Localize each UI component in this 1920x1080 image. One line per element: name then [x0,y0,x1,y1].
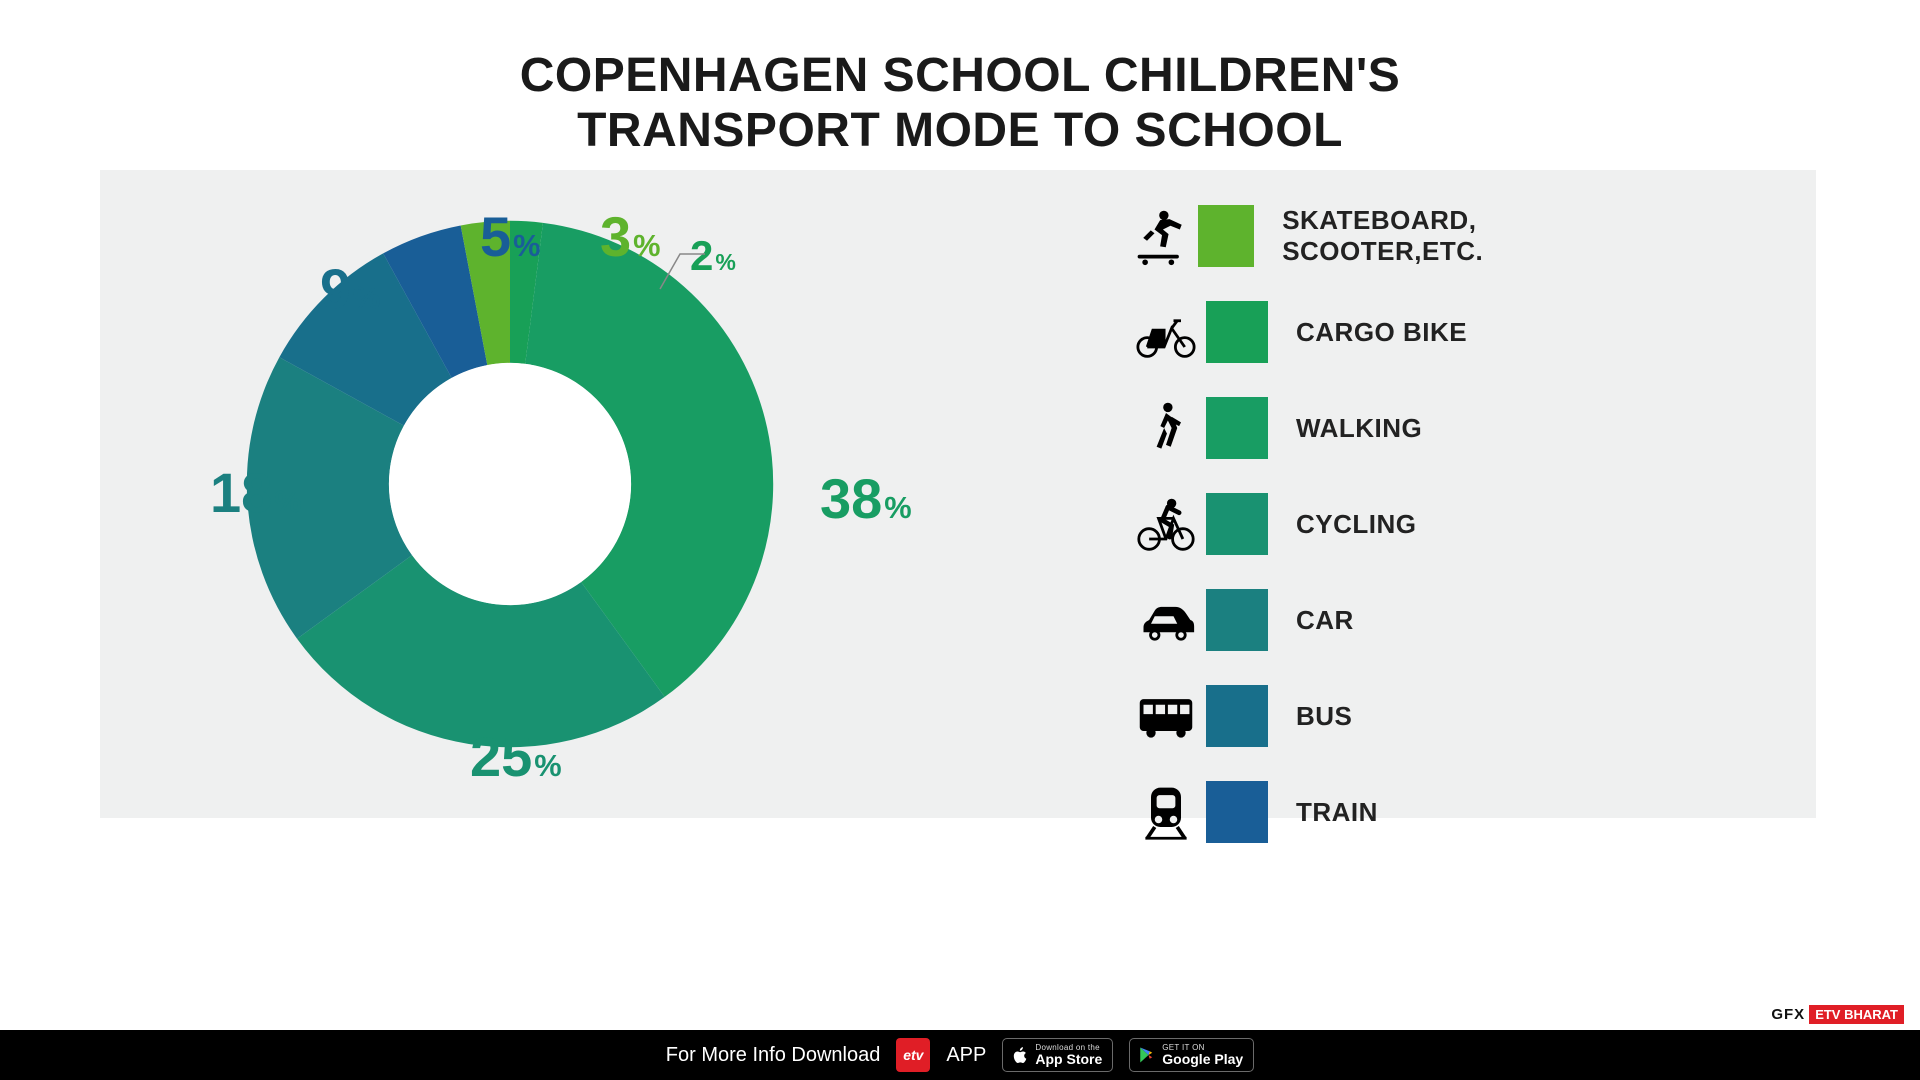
legend-row-cycling: CYCLING [1126,476,1646,572]
legend-swatch [1206,493,1268,555]
legend-row-cargo_bike: CARGO BIKE [1126,284,1646,380]
pct-num: 5 [480,204,511,269]
cycling-icon [1126,494,1206,554]
play-icon [1138,1046,1156,1064]
pct-label-walking: 38% [820,466,912,531]
pct-num: 38 [820,466,882,531]
appstore-badge[interactable]: Download on the App Store [1002,1038,1113,1072]
legend: SKATEBOARD, SCOOTER,ETC. CARGO BIKE WALKIN… [1126,188,1646,860]
gfx-label: GFX [1771,1006,1805,1023]
play-text: GET IT ON Google Play [1162,1044,1243,1066]
legend-label: WALKING [1296,413,1422,444]
pct-label-cycling: 25% [470,724,562,789]
appstore-bot: App Store [1035,1052,1102,1066]
pct-label-bus: 9% [320,256,381,321]
legend-row-skateboard: SKATEBOARD, SCOOTER,ETC. [1126,188,1646,284]
etv-app-icon: etv [896,1038,930,1072]
pct-sign: % [884,490,911,526]
car-icon [1126,590,1206,650]
appstore-text: Download on the App Store [1035,1044,1102,1066]
pct-sign: % [715,249,736,276]
page-title: COPENHAGEN SCHOOL CHILDREN'S TRANSPORT M… [0,48,1920,158]
pct-num: 18 [210,460,272,525]
pct-sign: % [274,484,301,520]
legend-swatch [1198,205,1254,267]
etv-brand-badge: ETV BHARAT [1809,1005,1904,1024]
apple-icon [1011,1046,1029,1064]
train-icon [1126,782,1206,842]
pct-sign: % [353,280,380,316]
pct-label-train: 5% [480,204,541,269]
legend-swatch [1206,301,1268,363]
legend-swatch [1206,397,1268,459]
legend-swatch [1206,781,1268,843]
legend-label: CAR [1296,605,1354,636]
googleplay-badge[interactable]: GET IT ON Google Play [1129,1038,1254,1072]
play-bot: Google Play [1162,1052,1243,1066]
leader-line [645,234,705,294]
title-line-1: COPENHAGEN SCHOOL CHILDREN'S [520,49,1401,102]
legend-label: BUS [1296,701,1352,732]
chart-panel: 2%38%25%18%9%5%3% SKATEBOARD, SCOOTER,ET… [100,170,1816,818]
footer-text: For More Info Download [666,1044,881,1067]
donut-chart: 2%38%25%18%9%5%3% [190,204,820,784]
pct-num: 25 [470,724,532,789]
walking-icon [1126,398,1206,458]
page: COPENHAGEN SCHOOL CHILDREN'S TRANSPORT M… [0,0,1920,1080]
legend-label: CARGO BIKE [1296,317,1467,348]
title-line-2: TRANSPORT MODE TO SCHOOL [577,104,1343,157]
pct-sign: % [513,228,540,264]
bus-icon [1126,686,1206,746]
skateboard-icon [1126,206,1198,266]
title-block: COPENHAGEN SCHOOL CHILDREN'S TRANSPORT M… [0,0,1920,158]
donut-hole [389,363,631,605]
legend-row-train: TRAIN [1126,764,1646,860]
pct-label-car: 18% [210,460,302,525]
pct-num: 3 [600,204,631,269]
footer-app-label: APP [946,1044,986,1067]
legend-row-bus: BUS [1126,668,1646,764]
legend-label: SKATEBOARD, SCOOTER,ETC. [1282,205,1646,267]
pct-num: 9 [320,256,351,321]
legend-row-walking: WALKING [1126,380,1646,476]
cargo_bike-icon [1126,302,1206,362]
legend-swatch [1206,589,1268,651]
legend-row-car: CAR [1126,572,1646,668]
donut-svg [230,204,790,764]
footer-bar: For More Info Download etv APP Download … [0,1030,1920,1080]
pct-sign: % [534,748,561,784]
legend-label: CYCLING [1296,509,1417,540]
legend-swatch [1206,685,1268,747]
legend-label: TRAIN [1296,797,1378,828]
gfx-credit: GFX ETV BHARAT [1771,1005,1904,1024]
